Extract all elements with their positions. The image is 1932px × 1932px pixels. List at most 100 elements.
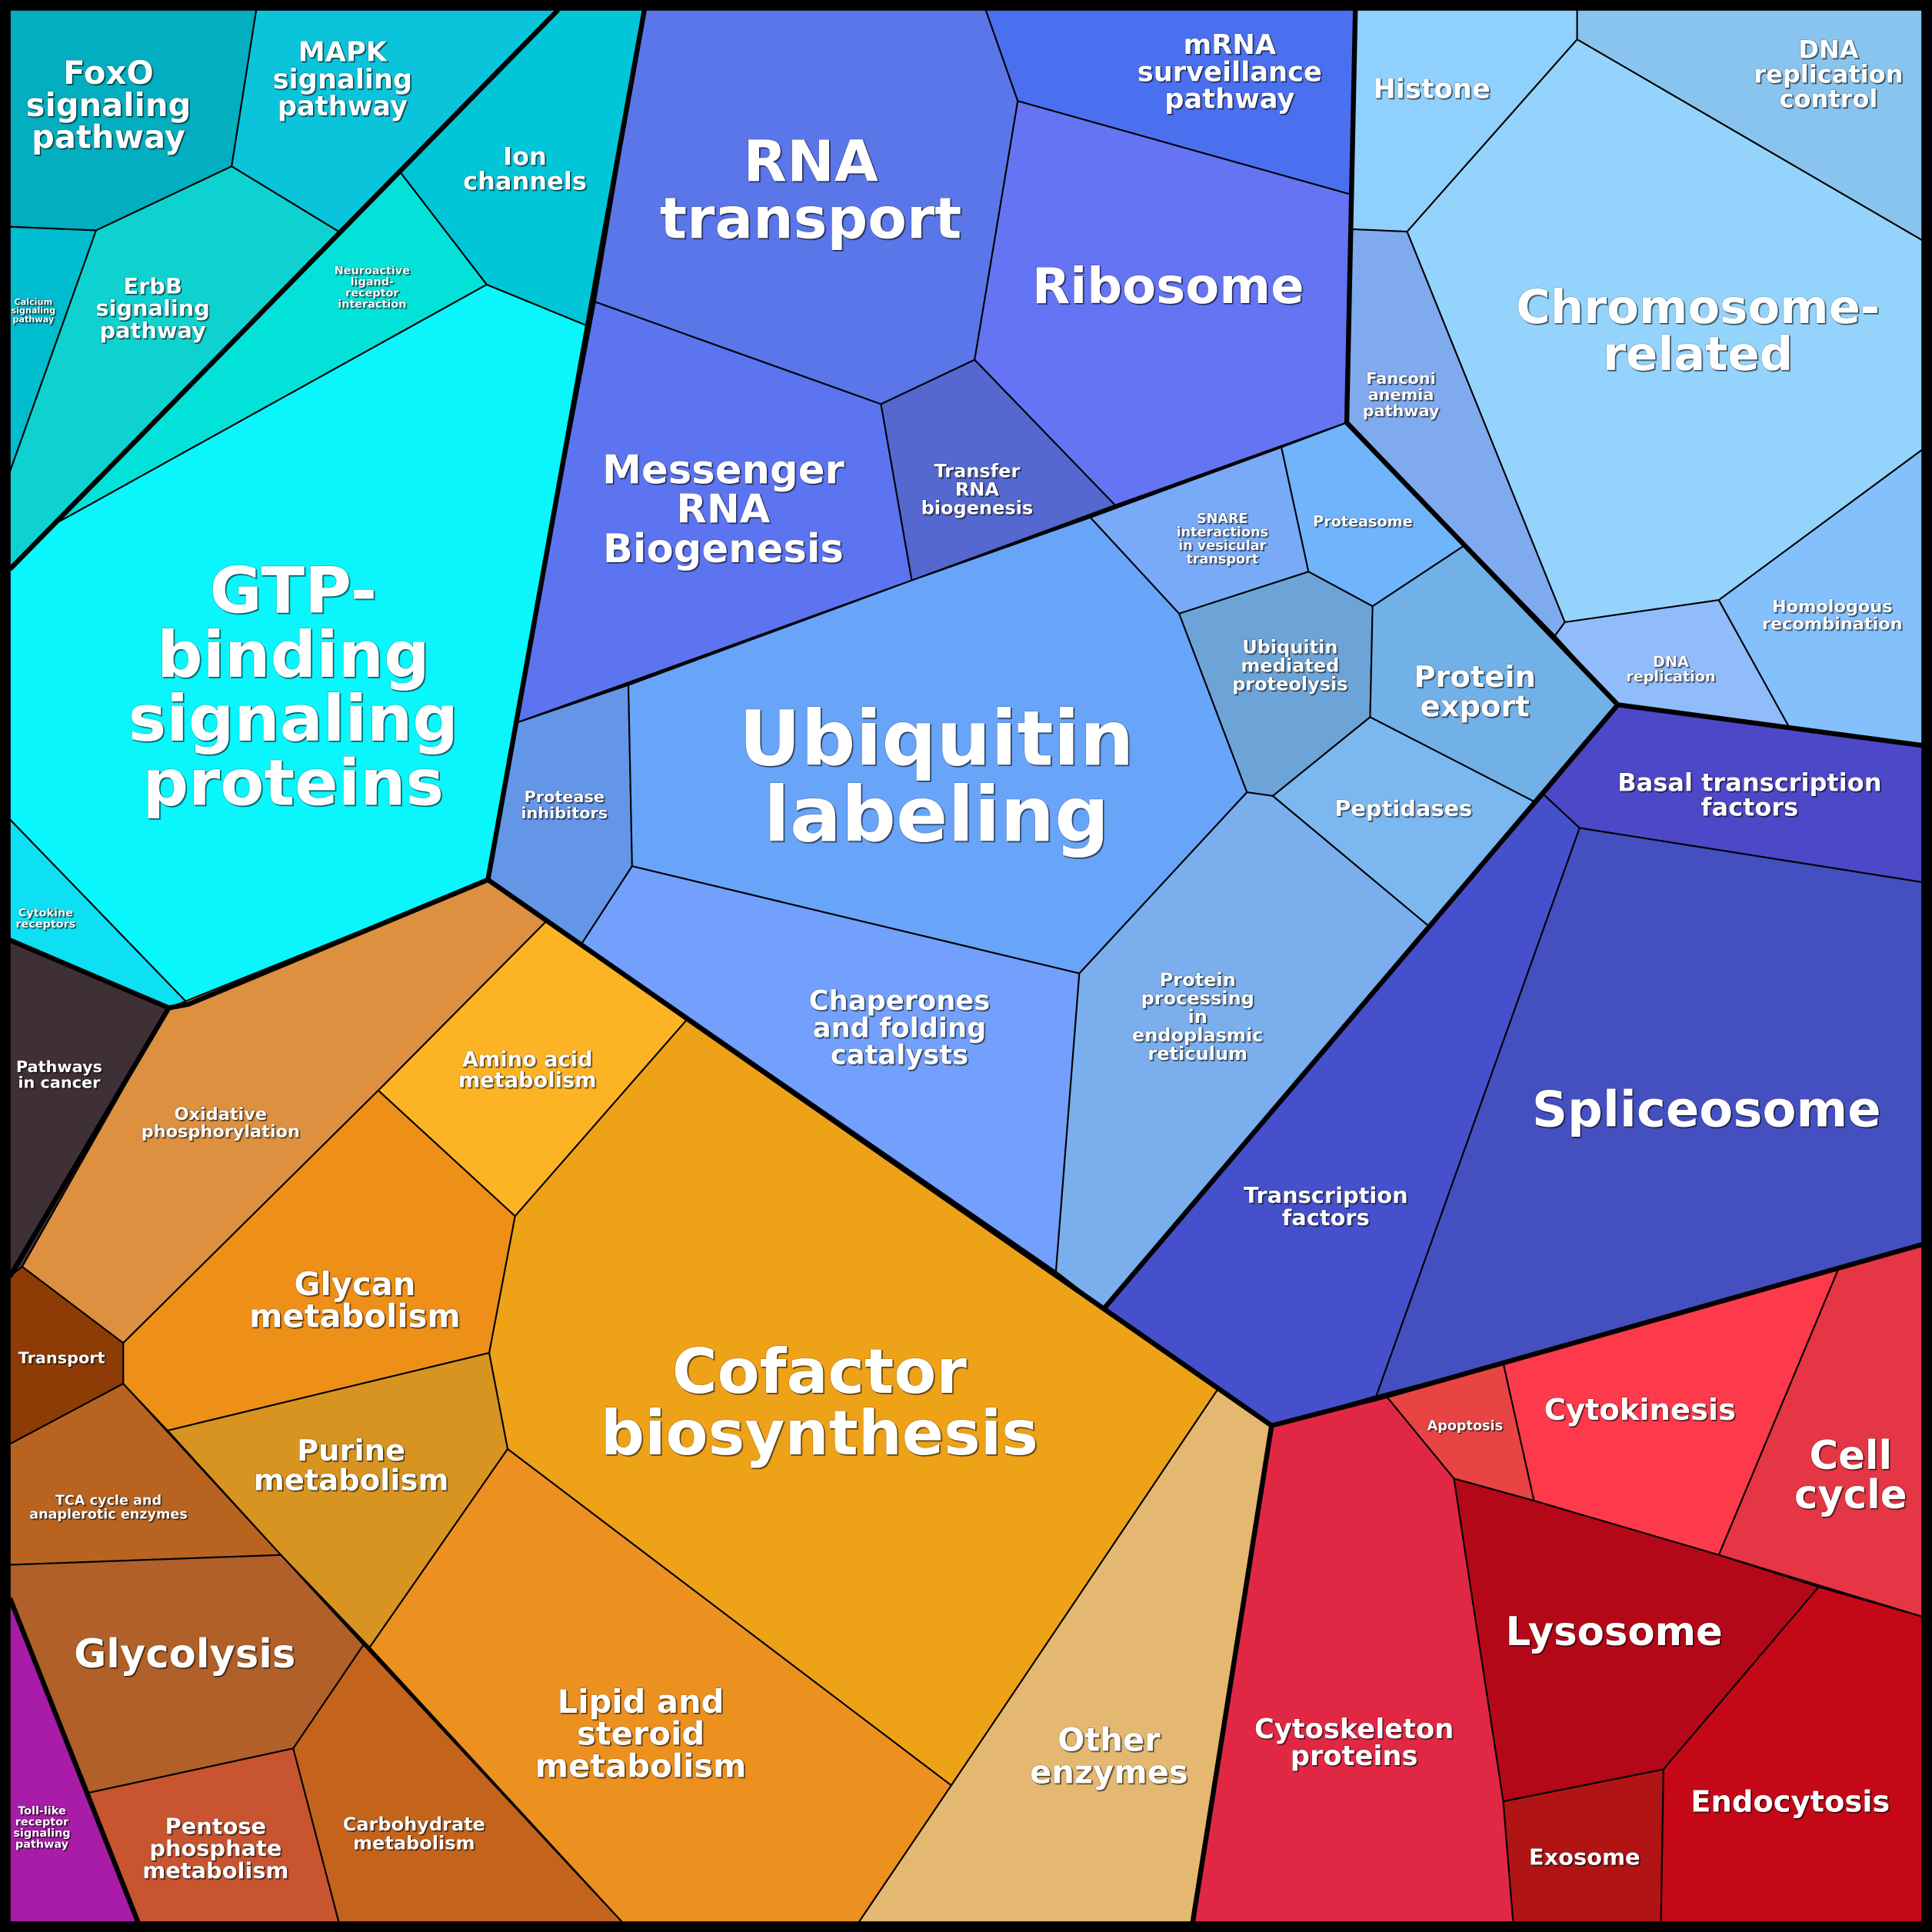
label-line: phosphorylation	[142, 1122, 300, 1142]
label-tca: TCA cycle and anaplerotic enzymes	[29, 1494, 188, 1523]
label-line: metabolism	[254, 1464, 449, 1498]
label-line: DNA	[1798, 35, 1858, 64]
label-histone: Histone	[1373, 74, 1491, 105]
label-line: Peptidases	[1334, 795, 1472, 821]
label-line: Other	[1058, 1721, 1161, 1759]
label-transport: Transport	[18, 1349, 105, 1367]
label-tolllike: Toll-like receptor signaling pathway	[13, 1805, 70, 1850]
label-line: anaplerotic enzymes	[29, 1507, 188, 1522]
label-line: Ribosome	[1032, 258, 1304, 315]
label-line: ErbB	[123, 273, 182, 299]
label-foxo: FoxO signaling pathway	[26, 54, 192, 155]
label-line: Chaperones	[809, 985, 990, 1017]
label-cytokinesis: Cytokinesis	[1544, 1393, 1736, 1427]
label-line: Transfer	[934, 460, 1021, 481]
label-line: pathway	[12, 315, 54, 325]
label-line: metabolism	[142, 1857, 288, 1884]
label-line: RNA	[955, 478, 1000, 500]
label-line: reticulum	[1148, 1043, 1247, 1064]
label-line: in	[1188, 1006, 1208, 1028]
label-trna: Transfer RNA biogenesis	[921, 460, 1034, 518]
label-line: recombination	[1762, 614, 1903, 634]
label-line: Basal transcription	[1617, 768, 1881, 798]
label-cytoskeleton: Cytoskeleton proteins	[1254, 1714, 1454, 1772]
label-line: Calcium	[14, 297, 52, 307]
label-line: mediated	[1241, 655, 1339, 677]
label-line: Ubiquitin	[1242, 636, 1337, 658]
label-exosome: Exosome	[1529, 1844, 1641, 1870]
label-line: pathway	[1164, 83, 1294, 115]
label-line: replication	[1626, 668, 1715, 685]
label-line: DNA	[1653, 653, 1689, 671]
label-line: pathway	[32, 118, 185, 155]
label-mrnasurv: mRNA surveillance pathway	[1138, 29, 1322, 115]
label-line: control	[1779, 84, 1877, 113]
label-line: export	[1421, 689, 1530, 724]
group-border	[8, 8, 561, 571]
label-gtp: GTP-binding signaling proteins	[128, 554, 458, 821]
label-line: Cytokine	[18, 907, 74, 919]
label-line: endoplasmic	[1132, 1024, 1264, 1046]
label-line: Chromosome-	[1516, 280, 1880, 335]
label-line: signaling	[13, 1827, 70, 1840]
label-line: in cancer	[18, 1074, 101, 1092]
label-lysosome: Lysosome	[1506, 1609, 1723, 1655]
label-line: interactions	[1176, 525, 1268, 540]
label-line: Endocytosis	[1690, 1785, 1890, 1820]
label-line: receptor	[345, 288, 399, 300]
label-line: Cytokinesis	[1544, 1393, 1736, 1427]
label-cofactor: Cofactor biosynthesis	[601, 1336, 1038, 1469]
label-line: Histone	[1373, 74, 1491, 105]
label-line: Carbohydrate	[343, 1814, 485, 1835]
label-line: binding	[157, 618, 430, 692]
label-line: pathway	[99, 317, 206, 343]
label-line: Ion	[503, 142, 547, 172]
label-line: signaling	[95, 295, 210, 321]
label-cytokine: Cytokine receptors	[15, 907, 75, 930]
label-fanconi: Fanconi anemia pathway	[1363, 369, 1440, 420]
label-aminoacid: Amino acid metabolism	[458, 1048, 597, 1092]
label-spliceosome: Spliceosome	[1532, 1081, 1881, 1138]
label-line: Protease	[525, 788, 605, 806]
label-line: Transcription	[1244, 1182, 1408, 1208]
label-oxphos: Oxidative phosphorylation	[142, 1104, 300, 1141]
label-line: enzymes	[1030, 1753, 1188, 1790]
cell-carbohydrate[interactable]	[292, 1644, 625, 1924]
label-chromosome: Chromosome-related	[1516, 280, 1880, 381]
label-messenger: Messenger RNA Biogenesis	[602, 447, 844, 572]
label-line: receptors	[15, 918, 75, 931]
label-line: Cytoskeleton	[1254, 1714, 1454, 1745]
cell-transport[interactable]	[8, 1265, 125, 1446]
label-line: Glycan	[294, 1265, 415, 1303]
label-line: Lipid and	[558, 1683, 724, 1720]
label-line: TCA cycle and	[55, 1494, 162, 1509]
label-endocytosis: Endocytosis	[1690, 1785, 1890, 1820]
label-line: interaction	[338, 298, 406, 311]
label-line: and folding	[813, 1012, 987, 1044]
label-line: RNA	[743, 130, 878, 195]
label-line: proteolysis	[1232, 674, 1348, 695]
label-line: cycle	[1794, 1472, 1907, 1518]
group-border	[8, 9, 648, 1011]
label-basal: Basal transcription factors	[1617, 768, 1881, 822]
label-line: MAPK	[298, 37, 388, 68]
cell-endocytosis[interactable]	[1660, 1586, 1924, 1924]
label-apoptosis: Apoptosis	[1427, 1419, 1503, 1434]
label-dnarepctl: DNA replication control	[1754, 35, 1903, 113]
label-line: pathway	[15, 1839, 69, 1851]
cell-lipid[interactable]	[368, 1447, 953, 1924]
label-glycan: Glycan metabolism	[249, 1265, 461, 1335]
label-line: Oxidative	[174, 1104, 267, 1124]
label-line: signaling	[273, 64, 413, 95]
label-line: Cofactor	[672, 1336, 967, 1407]
cell-ribosome[interactable]	[974, 100, 1353, 507]
label-line: inhibitors	[521, 804, 608, 822]
cell-trna[interactable]	[880, 358, 1117, 581]
label-line: metabolism	[458, 1069, 597, 1093]
label-line: proteins	[142, 745, 444, 820]
label-line: factors	[1701, 793, 1799, 822]
label-line: Biogenesis	[603, 526, 844, 572]
label-line: Purine	[297, 1434, 405, 1468]
label-line: Pentose	[165, 1813, 267, 1839]
label-line: catalysts	[831, 1040, 968, 1071]
